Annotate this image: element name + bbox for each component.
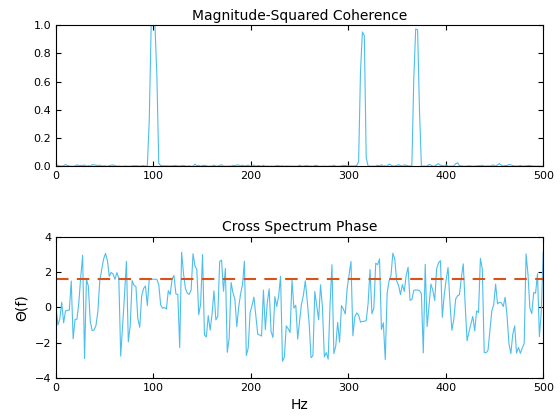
X-axis label: Hz: Hz	[291, 399, 309, 412]
Y-axis label: Θ(f): Θ(f)	[15, 294, 29, 321]
Title: Cross Spectrum Phase: Cross Spectrum Phase	[222, 220, 377, 234]
Title: Magnitude-Squared Coherence: Magnitude-Squared Coherence	[192, 9, 407, 23]
